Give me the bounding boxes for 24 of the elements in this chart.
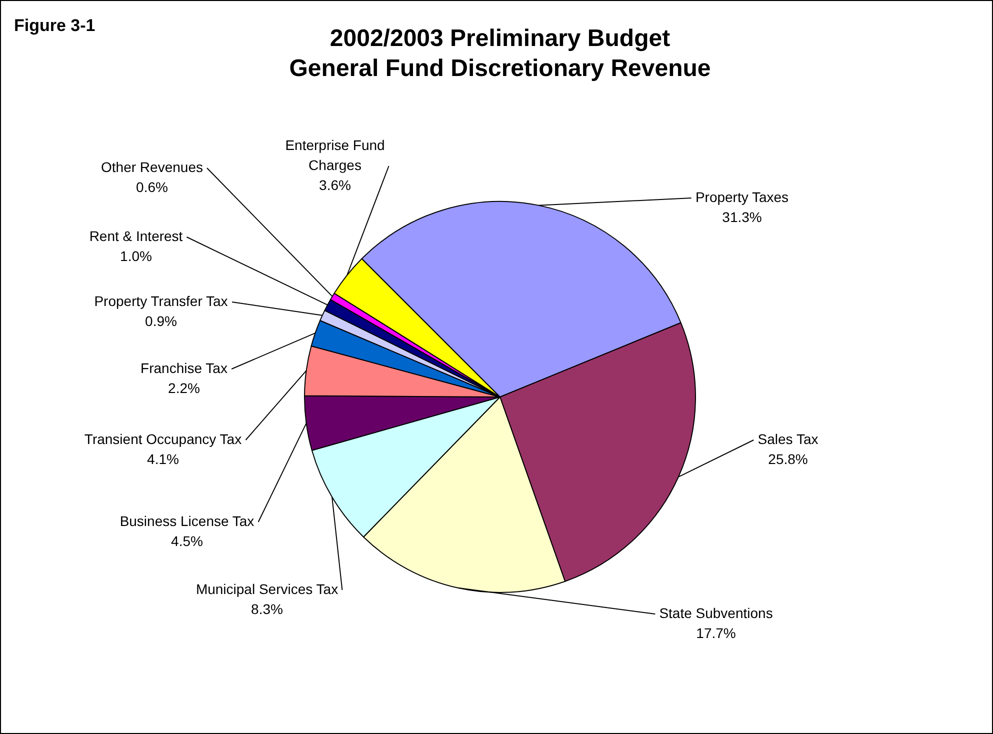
data-label: 1.0% [120,248,152,264]
slice-label: Rent & Interest [89,228,183,244]
data-label: 3.6% [319,176,351,193]
slice-label: Franchise Tax [140,360,228,376]
slice-label: Property Transfer Tax [94,292,228,309]
slice-label: Enterprise Fund Charges [285,136,385,173]
slice-label: Business License Tax [120,512,254,529]
data-label: 17.7% [696,624,736,641]
data-label: 4.5% [171,532,203,549]
slice-label: Property Taxes [695,188,789,205]
slice-label: Transient Occupancy Tax [84,430,242,447]
data-label: 0.9% [145,312,177,329]
data-label: 4.1% [147,450,179,467]
data-label: 2.2% [168,380,200,396]
data-label: 0.6% [136,178,168,195]
slice-label: Other Revenues [101,158,203,175]
chart-title: 2002/2003 Preliminary Budget General Fund Discretionary Revenue [288,24,712,84]
slice-label: State Subventions [659,604,773,621]
data-label: 31.3% [722,208,762,225]
slice-label: Sales Tax [758,430,818,447]
caption: Figure 3-1 [13,15,96,36]
data-label: 25.8% [768,450,808,467]
slice-label: Municipal Services Tax [196,580,338,597]
data-label: 8.3% [251,600,283,617]
